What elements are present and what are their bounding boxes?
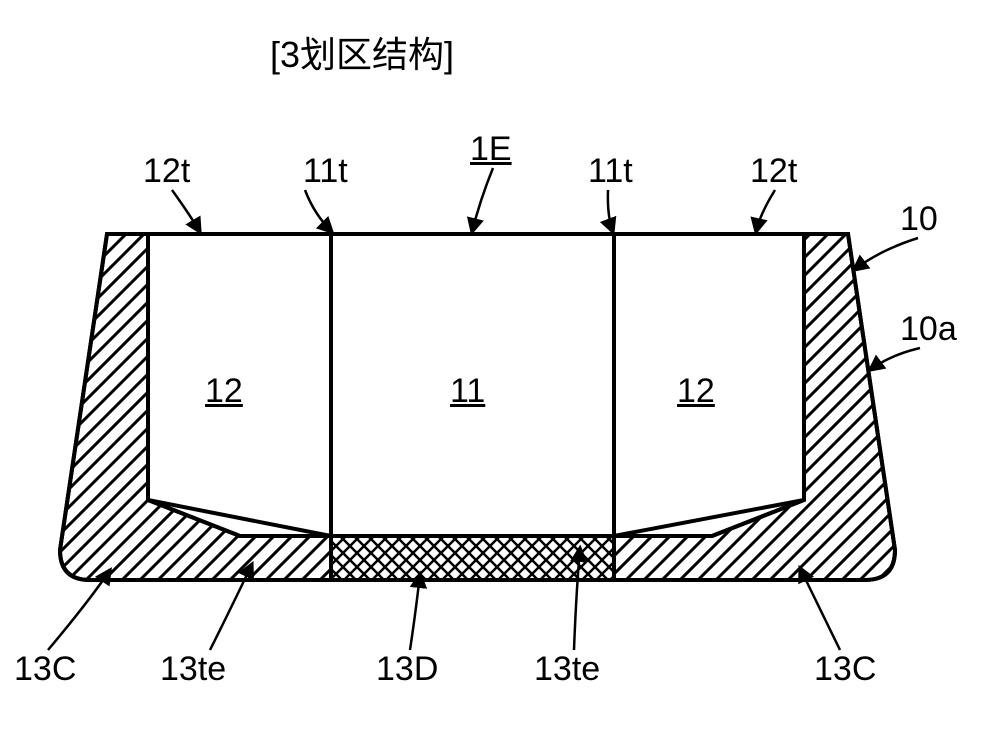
label-13D: 13D	[376, 650, 438, 689]
label-10: 10	[900, 200, 938, 239]
diagram-svg	[0, 0, 1000, 755]
label-11t-right: 11t	[588, 152, 633, 191]
label-13te-right: 13te	[534, 650, 600, 689]
center-block-13D	[331, 536, 614, 580]
diagram-title: [3划区结构]	[270, 26, 454, 78]
label-13te-left: 13te	[160, 650, 226, 689]
label-1E: 1E	[470, 130, 512, 169]
label-10a: 10a	[900, 310, 957, 349]
label-11t-left: 11t	[303, 152, 348, 191]
label-12-left: 12	[205, 372, 243, 411]
label-13C-right: 13C	[814, 650, 876, 689]
label-12t-left: 12t	[143, 152, 190, 191]
label-13C-left: 13C	[14, 650, 76, 689]
label-12t-right: 12t	[750, 152, 797, 191]
label-12-right: 12	[677, 372, 715, 411]
label-11: 11	[450, 372, 485, 411]
diagram-canvas: [3划区结构]	[0, 0, 1000, 755]
